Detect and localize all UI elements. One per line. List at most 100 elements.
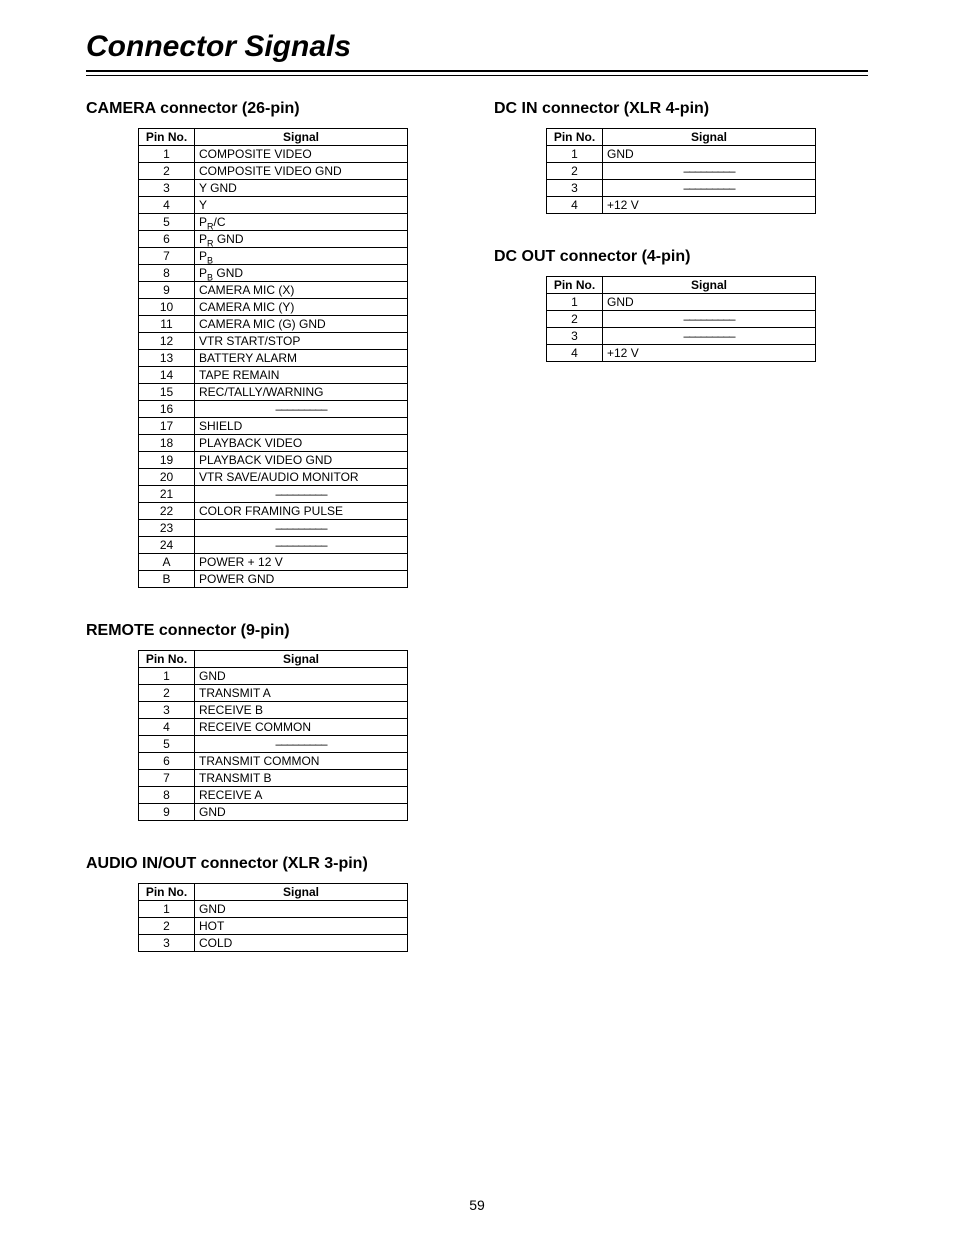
cell-signal: ––––––––– <box>195 736 408 753</box>
table-header-row: Pin No. Signal <box>547 129 816 146</box>
cell-pin: 2 <box>139 163 195 180</box>
cell-signal: GND <box>603 294 816 311</box>
cell-pin: 2 <box>139 685 195 702</box>
cell-signal: ––––––––– <box>603 180 816 197</box>
table-row: 14TAPE REMAIN <box>139 367 408 384</box>
cell-pin: 1 <box>547 294 603 311</box>
cell-signal: VTR SAVE/AUDIO MONITOR <box>195 469 408 486</box>
cell-pin: 19 <box>139 452 195 469</box>
cell-pin: 3 <box>547 328 603 345</box>
cell-pin: 12 <box>139 333 195 350</box>
cell-pin: 4 <box>547 345 603 362</box>
cell-signal: PLAYBACK VIDEO <box>195 435 408 452</box>
cell-signal: BATTERY ALARM <box>195 350 408 367</box>
table-remote: Pin No. Signal 1GND2TRANSMIT A3RECEIVE B… <box>138 650 408 821</box>
table-header-row: Pin No. Signal <box>139 129 408 146</box>
table-row: 22COLOR FRAMING PULSE <box>139 503 408 520</box>
cell-signal: TAPE REMAIN <box>195 367 408 384</box>
cell-signal: COLD <box>195 935 408 952</box>
cell-signal: Y <box>195 197 408 214</box>
cell-pin: 1 <box>139 901 195 918</box>
table-row: 13BATTERY ALARM <box>139 350 408 367</box>
table-header-row: Pin No. Signal <box>139 884 408 901</box>
cell-signal: RECEIVE A <box>195 787 408 804</box>
cell-pin: 9 <box>139 804 195 821</box>
table-row: 9GND <box>139 804 408 821</box>
cell-pin: 2 <box>547 163 603 180</box>
cell-pin: 3 <box>139 935 195 952</box>
cell-signal: COMPOSITE VIDEO <box>195 146 408 163</box>
table-row: 1GND <box>139 668 408 685</box>
cell-pin: 6 <box>139 753 195 770</box>
table-wrap-dcout: Pin No. Signal 1GND2–––––––––3–––––––––4… <box>494 276 868 362</box>
cell-pin: 2 <box>547 311 603 328</box>
table-row: 21––––––––– <box>139 486 408 503</box>
table-wrap-camera: Pin No. Signal 1COMPOSITE VIDEO2COMPOSIT… <box>86 128 460 588</box>
header-signal: Signal <box>195 884 408 901</box>
table-wrap-dcin: Pin No. Signal 1GND2–––––––––3–––––––––4… <box>494 128 868 214</box>
cell-pin: 24 <box>139 537 195 554</box>
table-audio: Pin No. Signal 1GND2HOT3COLD <box>138 883 408 952</box>
table-row: 1GND <box>139 901 408 918</box>
header-pin: Pin No. <box>139 651 195 668</box>
cell-signal: +12 V <box>603 345 816 362</box>
header-pin: Pin No. <box>547 277 603 294</box>
section-audio: AUDIO IN/OUT connector (XLR 3-pin) Pin N… <box>86 855 460 952</box>
header-signal: Signal <box>603 277 816 294</box>
cell-pin: 17 <box>139 418 195 435</box>
table-row: 5––––––––– <box>139 736 408 753</box>
cell-signal: RECEIVE COMMON <box>195 719 408 736</box>
cell-signal: VTR START/STOP <box>195 333 408 350</box>
cell-pin: 18 <box>139 435 195 452</box>
cell-signal: TRANSMIT B <box>195 770 408 787</box>
section-title-dcout: DC OUT connector (4-pin) <box>494 248 868 266</box>
cell-signal: COLOR FRAMING PULSE <box>195 503 408 520</box>
table-row: 18PLAYBACK VIDEO <box>139 435 408 452</box>
header-pin: Pin No. <box>139 129 195 146</box>
table-row: 3––––––––– <box>547 328 816 345</box>
cell-pin: 4 <box>547 197 603 214</box>
table-row: 10CAMERA MIC (Y) <box>139 299 408 316</box>
cell-pin: 4 <box>139 719 195 736</box>
cell-signal: GND <box>195 901 408 918</box>
cell-pin: 3 <box>139 702 195 719</box>
cell-signal: Y GND <box>195 180 408 197</box>
table-body: 1GND2TRANSMIT A3RECEIVE B4RECEIVE COMMON… <box>139 668 408 821</box>
table-row: BPOWER GND <box>139 571 408 588</box>
cell-signal: SHIELD <box>195 418 408 435</box>
table-row: 8RECEIVE A <box>139 787 408 804</box>
header-signal: Signal <box>195 129 408 146</box>
table-camera: Pin No. Signal 1COMPOSITE VIDEO2COMPOSIT… <box>138 128 408 588</box>
cell-signal: GND <box>195 804 408 821</box>
cell-signal: COMPOSITE VIDEO GND <box>195 163 408 180</box>
cell-signal: POWER GND <box>195 571 408 588</box>
cell-signal: ––––––––– <box>195 486 408 503</box>
cell-signal: ––––––––– <box>195 401 408 418</box>
cell-pin: 14 <box>139 367 195 384</box>
page-title: Connector Signals <box>86 30 868 64</box>
table-row: 3COLD <box>139 935 408 952</box>
cell-pin: 10 <box>139 299 195 316</box>
cell-pin: B <box>139 571 195 588</box>
cell-pin: 23 <box>139 520 195 537</box>
cell-signal: RECEIVE B <box>195 702 408 719</box>
table-row: 1GND <box>547 294 816 311</box>
table-row: 9CAMERA MIC (X) <box>139 282 408 299</box>
cell-signal: +12 V <box>603 197 816 214</box>
table-row: 1COMPOSITE VIDEO <box>139 146 408 163</box>
cell-signal: PB GND <box>195 265 408 282</box>
cell-signal: HOT <box>195 918 408 935</box>
section-dcin: DC IN connector (XLR 4-pin) Pin No. Sign… <box>494 100 868 214</box>
cell-pin: 4 <box>139 197 195 214</box>
cell-pin: 5 <box>139 214 195 231</box>
cell-pin: 13 <box>139 350 195 367</box>
cell-signal: ––––––––– <box>195 520 408 537</box>
table-row: 2COMPOSITE VIDEO GND <box>139 163 408 180</box>
cell-signal: PLAYBACK VIDEO GND <box>195 452 408 469</box>
header-pin: Pin No. <box>139 884 195 901</box>
table-row: 2TRANSMIT A <box>139 685 408 702</box>
cell-pin: 21 <box>139 486 195 503</box>
cell-signal: GND <box>195 668 408 685</box>
section-title-dcin: DC IN connector (XLR 4-pin) <box>494 100 868 118</box>
table-row: 1GND <box>547 146 816 163</box>
